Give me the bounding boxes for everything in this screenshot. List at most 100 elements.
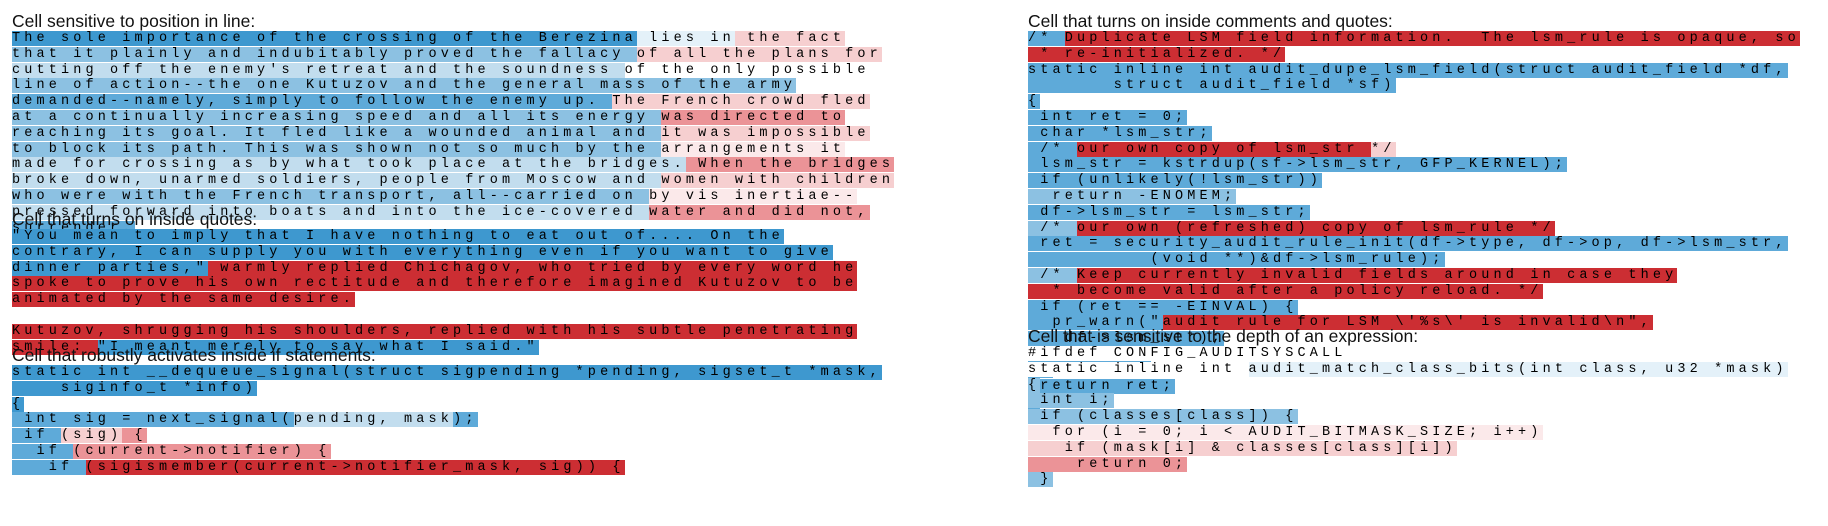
text-line: line of action--the one Kutuzov and the … xyxy=(12,78,894,94)
activation-segment: line of action--the one Kutuzov and the … xyxy=(12,78,797,94)
activation-segment: static inline int audit_dupe_lsm_field(s… xyxy=(1028,62,1788,78)
activation-segment: water and did not, xyxy=(649,204,870,220)
text-line: char *lsm_str; xyxy=(1028,125,1800,142)
activation-segment: for (i = 0; i < AUDIT_BITMASK_SIZE; i++) xyxy=(1028,424,1543,440)
activation-segment: Duplicate LSM field information. The lsm… xyxy=(1064,31,1800,46)
text-line: smile: "I meant merely to say what I sai… xyxy=(12,339,857,356)
activation-segment: df->lsm_str = lsm_str; xyxy=(1028,204,1310,220)
activation-segment: Kutuzov, shrugging his shoulders, replie… xyxy=(12,323,858,339)
activation-segment: if xyxy=(12,459,86,475)
panel-title: Cell that is sensitive to the depth of a… xyxy=(1028,326,1419,346)
text-line: int ret = 0; xyxy=(1028,109,1800,126)
text-line: static int __dequeue_signal(struct sigpe… xyxy=(12,365,882,381)
activation-segment: made for crossing as by what took place … xyxy=(12,157,686,173)
activation-segment: pr_warn(" xyxy=(1028,315,1163,331)
activation-segment: */ xyxy=(1371,141,1396,157)
activation-segment: if xyxy=(12,428,62,444)
activation-segment: pressed forward into boats and into the … xyxy=(12,204,650,220)
activation-segment: When the bridges xyxy=(685,157,895,173)
text-line: pressed forward into boats and into the … xyxy=(12,204,894,221)
activation-segment: struct audit_field *sf) xyxy=(1028,78,1396,94)
panel-title: Cell that turns on inside quotes: xyxy=(12,209,258,229)
activation-segment: siginfo_t *info) xyxy=(12,380,258,396)
activation-segment: return -ENOMEM; xyxy=(1028,188,1237,204)
activation-segment: { xyxy=(12,396,25,412)
text-line: if (mask[i] & classes[class][i]) xyxy=(1028,440,1788,457)
activation-segment: int sig = next_signal( xyxy=(12,412,294,428)
text-line: #ifdef CONFIG_AUDITSYSCALL xyxy=(1028,346,1788,362)
text-line: at a continually increasing speed and al… xyxy=(12,109,894,126)
text-line: /* our own copy of lsm_str */ xyxy=(1028,141,1800,158)
panel-if-statements: Cell that robustly activates inside if s… xyxy=(12,345,882,476)
text-line: df->lsm_str); xyxy=(1028,331,1800,347)
activation-segment: spoke to prove his own rectitude and the… xyxy=(12,276,858,292)
text-line: if (classes[class]) { xyxy=(1028,409,1788,425)
activation-segment: lsm_str = kstrdup(sf->lsm_str, GFP_KERNE… xyxy=(1028,157,1568,173)
highlighted-text-block: static int __dequeue_signal(struct sigpe… xyxy=(12,365,882,476)
activation-segment: (current->notifier) xyxy=(73,443,307,459)
activation-segment: } xyxy=(1028,472,1053,488)
text-line: * re-initialized. */ xyxy=(1028,46,1800,63)
activation-segment: (sig) xyxy=(61,428,123,444)
text-line: } xyxy=(1028,472,1788,488)
text-line: to block its path. This was shown not so… xyxy=(12,141,894,158)
activation-segment: /* xyxy=(1028,141,1078,157)
activation-segment: df->lsm_str); xyxy=(1028,331,1225,347)
panel-title: Cell that turns on inside comments and q… xyxy=(1028,11,1393,31)
highlighted-text-block: /* Duplicate LSM field information. The … xyxy=(1028,31,1800,410)
activation-segment: Keep currently invalid fields around in … xyxy=(1077,267,1678,283)
activation-segment: { xyxy=(122,428,147,444)
text-line: that it plainly and indubitably proved t… xyxy=(12,46,894,63)
text-line: The sole importance of the crossing of t… xyxy=(12,31,894,47)
text-line: return ret; xyxy=(1028,378,1800,395)
text-line: df->lsm_str = lsm_str; xyxy=(1028,204,1800,221)
activation-segment: lies in xyxy=(636,31,735,46)
activation-segment: was directed to xyxy=(661,109,846,125)
activation-segment: our own (refreshed) copy of lsm_rule */ xyxy=(1077,220,1555,236)
text-line: cutting off the enemy's retreat and the … xyxy=(12,62,894,79)
text-line: for (i = 0; i < AUDIT_BITMASK_SIZE; i++) xyxy=(1028,424,1788,441)
activation-segment: { xyxy=(1028,94,1041,110)
text-line: animated by the same desire. xyxy=(12,292,857,308)
activation-segment: audit rule for LSM \'%s\' is invalid\n", xyxy=(1162,315,1653,331)
text-line: /* Duplicate LSM field information. The … xyxy=(1028,31,1800,47)
activation-segment: if (unlikely(!lsm_str)) xyxy=(1028,173,1323,189)
activation-segment: if xyxy=(12,443,74,459)
activation-segment: to block its path. This was shown not so… xyxy=(12,141,662,157)
activation-segment: "I meant merely to say what I said." xyxy=(97,339,539,355)
activation-segment: { xyxy=(1028,377,1041,393)
text-line: if (sigismember(current->notifier_mask, … xyxy=(12,459,882,476)
text-line: if (unlikely(!lsm_str)) xyxy=(1028,173,1800,189)
activation-segment: #ifdef CONFIG_AUDITSYSCALL xyxy=(1028,346,1347,361)
activation-segment: dinner parties," xyxy=(12,260,209,276)
activation-segment: (void **)&df->lsm_rule); xyxy=(1028,252,1445,268)
activation-segment: (sigismember(current->notifier_mask, sig… xyxy=(85,459,625,475)
activation-segment: that it plainly and indubitably proved t… xyxy=(12,46,637,62)
activation-segment: who were with the French transport, all-… xyxy=(12,188,650,204)
activation-segment: { xyxy=(306,443,331,459)
activation-segment: if (classes[class]) { xyxy=(1028,409,1298,425)
text-line: int sig = next_signal(pending, mask); xyxy=(12,412,882,428)
activation-segment: int ret = 0; xyxy=(1028,109,1188,125)
activation-segment: return ret; xyxy=(1028,378,1176,394)
text-line: if (sig) { xyxy=(12,428,882,444)
text-line: dinner parties," warmly replied Chichago… xyxy=(12,260,858,277)
activation-segment: broke down, unarmed soldiers, people fro… xyxy=(12,173,662,189)
activation-segment: cutting off the enemy's retreat and the … xyxy=(12,62,625,78)
activation-segment: The sole importance of the crossing of t… xyxy=(12,31,637,46)
text-line: if (ret == -EINVAL) { xyxy=(1028,299,1800,316)
text-line: { xyxy=(1028,94,1800,110)
activation-segment: /* xyxy=(1028,31,1065,46)
activation-segment: warmly replied Chichagov, who tried by e… xyxy=(208,260,858,276)
highlighted-text-block: The sole importance of the crossing of t… xyxy=(12,31,895,236)
text-line: made for crossing as by what took place … xyxy=(12,157,895,173)
activation-segment: animated by the same desire. xyxy=(12,292,356,308)
text-line: Kutuzov, shrugging his shoulders, replie… xyxy=(12,323,858,340)
text-line: "You mean to imply that I have nothing t… xyxy=(12,229,857,245)
text-line: who were with the French transport, all-… xyxy=(12,188,894,205)
panel-title: Cell sensitive to position in line: xyxy=(12,11,256,31)
activation-segment: it was impossible xyxy=(661,125,870,141)
activation-segment: /* xyxy=(1028,267,1078,283)
activation-segment: return 0; xyxy=(1028,456,1188,472)
text-line: lsm_str = kstrdup(sf->lsm_str, GFP_KERNE… xyxy=(1028,157,1800,173)
